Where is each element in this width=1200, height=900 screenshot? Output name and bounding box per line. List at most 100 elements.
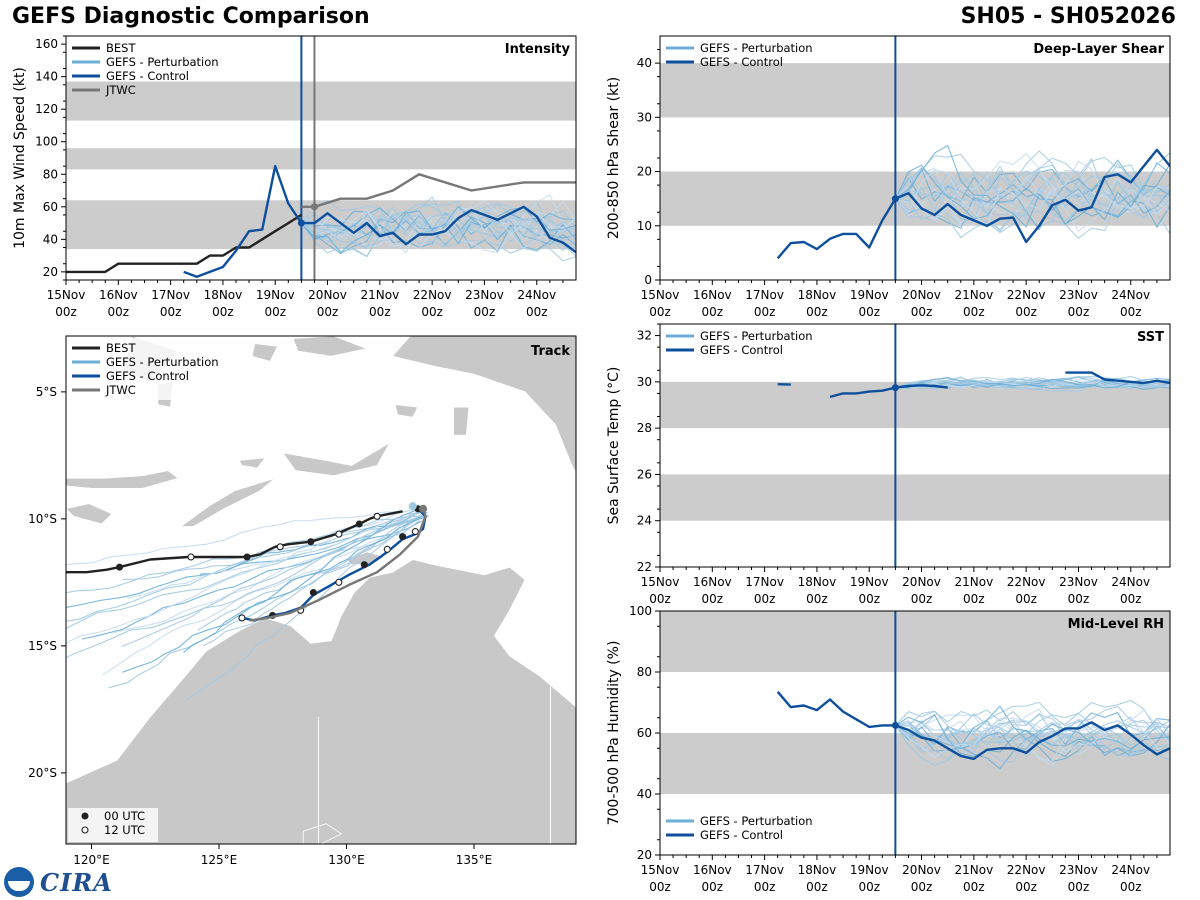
perturbation-member-line (301, 214, 576, 252)
legend-label: GEFS - Control (700, 828, 783, 842)
legend-00utc-marker (81, 812, 89, 820)
x-tick-day-label: 19Nov (850, 575, 889, 589)
x-tick-day-label: 24Nov (1111, 863, 1150, 877)
flores-land (66, 470, 180, 489)
perturbation-member-line (895, 713, 1170, 757)
x-tick-day-label: 18Nov (204, 288, 243, 302)
x-tick-day-label: 23Nov (465, 288, 504, 302)
panel-title: SST (1137, 330, 1164, 345)
panel-track: 120°E 125°E 130°E 135°E 5°S 10°S 15°S 20°S Track… (28, 335, 577, 867)
legend-label: 12 UTC (104, 823, 145, 837)
perturbation-track (66, 509, 424, 609)
x-tick-hour-label: 00z (369, 305, 391, 319)
y-tick-label: 120 (35, 102, 58, 116)
x-tick-hour-label: 00z (1120, 592, 1142, 606)
perturbation-track (66, 511, 426, 622)
perturbation-track (122, 508, 420, 673)
control-series-line (829, 384, 948, 399)
y-tick-label: 30 (637, 375, 652, 389)
x-tick-day-label: 17Nov (745, 863, 784, 877)
x-tick-hour-label: 00z (963, 305, 985, 319)
perturbation-track (183, 511, 428, 654)
perturbation-member-line (301, 210, 576, 251)
x-tick-hour-label: 00z (806, 305, 828, 319)
x-tick-day-label: 23Nov (1059, 863, 1098, 877)
x-tick-hour-label: 00z (1015, 305, 1037, 319)
x-tick-day-label: 15Nov (641, 288, 680, 302)
control-12utc-marker (238, 614, 246, 622)
best-00utc-marker (355, 520, 363, 528)
jtwc-track-line (249, 505, 427, 622)
noaa-emblem-icon (4, 867, 34, 897)
x-tick-hour-label: 00z (1068, 592, 1090, 606)
control-init-marker (891, 384, 899, 392)
sumba-land (66, 503, 113, 525)
control-init-marker (891, 721, 899, 729)
x-tick-day-label: 22Nov (1007, 863, 1046, 877)
x-tick-hour-label: 00z (649, 880, 671, 894)
control-series-line (1065, 371, 1170, 385)
timor-land (179, 477, 276, 527)
x-tick-day-label: 17Nov (745, 575, 784, 589)
legend-label: GEFS - Control (106, 369, 189, 383)
panel-title: Intensity (505, 42, 571, 57)
page-title: GEFS Diagnostic Comparison (12, 4, 370, 29)
perturbation-member-line (895, 712, 1170, 752)
perturbation-member-line (895, 723, 1170, 757)
x-tick-day-label: 20Nov (902, 575, 941, 589)
x-tick-day-label: 20Nov (902, 863, 941, 877)
wetar-land (238, 457, 266, 469)
x-tick-hour-label: 00z (754, 305, 776, 319)
control-00utc-marker (399, 533, 407, 541)
x-tick-hour-label: 00z (754, 592, 776, 606)
x-tick-hour-label: 00z (55, 305, 77, 319)
x-tick-hour-label: 00z (858, 305, 880, 319)
perturbation-member-line (895, 152, 1170, 239)
y-tick-label: 40 (43, 232, 58, 246)
best-12utc-marker (373, 512, 381, 520)
y-axis-label: 200-850 hPa Shear (kt) (606, 77, 622, 239)
x-tick-day-label: 16Nov (99, 288, 138, 302)
x-tick-day-label: 21Nov (954, 863, 993, 877)
x-tick-day-label: 17Nov (151, 288, 190, 302)
x-tick-hour-label: 00z (1120, 305, 1142, 319)
perturbation-member-line (895, 709, 1170, 756)
x-tick-day-label: 19Nov (256, 288, 295, 302)
legend-label: JTWC (105, 83, 136, 97)
x-tick-hour-label: 00z (963, 880, 985, 894)
perturbation-member-line (895, 705, 1170, 763)
y-tick-label: 24 (637, 514, 652, 528)
x-tick-day-label: 16Nov (693, 288, 732, 302)
legend-label: GEFS - Perturbation (106, 55, 219, 69)
x-tick-hour-label: 00z (1068, 880, 1090, 894)
best-12utc-marker (187, 553, 195, 561)
x-tick-day-label: 15Nov (641, 863, 680, 877)
y-tick-label: 60 (43, 200, 58, 214)
control-series-line (776, 691, 1170, 761)
y-tick-label: 140 (35, 70, 58, 84)
perturbation-track (112, 509, 429, 634)
y-tick-label: 80 (43, 167, 58, 181)
legend-12utc-marker (81, 826, 89, 834)
y-tick-label: 40 (637, 787, 652, 801)
x-tick-day-label: 23Nov (1059, 288, 1098, 302)
perturbation-member-line (894, 160, 1170, 229)
plot-frame (65, 335, 577, 845)
x-tick-day-label: 17Nov (745, 288, 784, 302)
x-tick-hour-label: 00z (858, 880, 880, 894)
lat-tick-label: 15°S (28, 639, 57, 653)
legend-label: BEST (106, 41, 136, 55)
x-tick-hour-label: 00z (806, 880, 828, 894)
perturbation-member-line (895, 157, 1170, 218)
panel-intensity: 20 40 60 80 100 120 140 160 15Nov 00z 16Nov 00z 17No… (12, 35, 577, 319)
perturbation-member-line (895, 377, 1170, 389)
x-tick-hour-label: 00z (806, 592, 828, 606)
legend-label: GEFS - Control (106, 69, 189, 83)
perturbation-member-line (894, 150, 1170, 224)
control-00utc-marker (360, 561, 368, 569)
panel-sst: 22 24 26 28 30 32 15Nov 00z 16Nov 00z 17Nov 00z 18No… (606, 323, 1171, 606)
legend-label: BEST (106, 341, 136, 355)
y-axis-label: 700-500 hPa Humidity (%) (606, 641, 622, 826)
x-tick-day-label: 23Nov (1059, 575, 1098, 589)
